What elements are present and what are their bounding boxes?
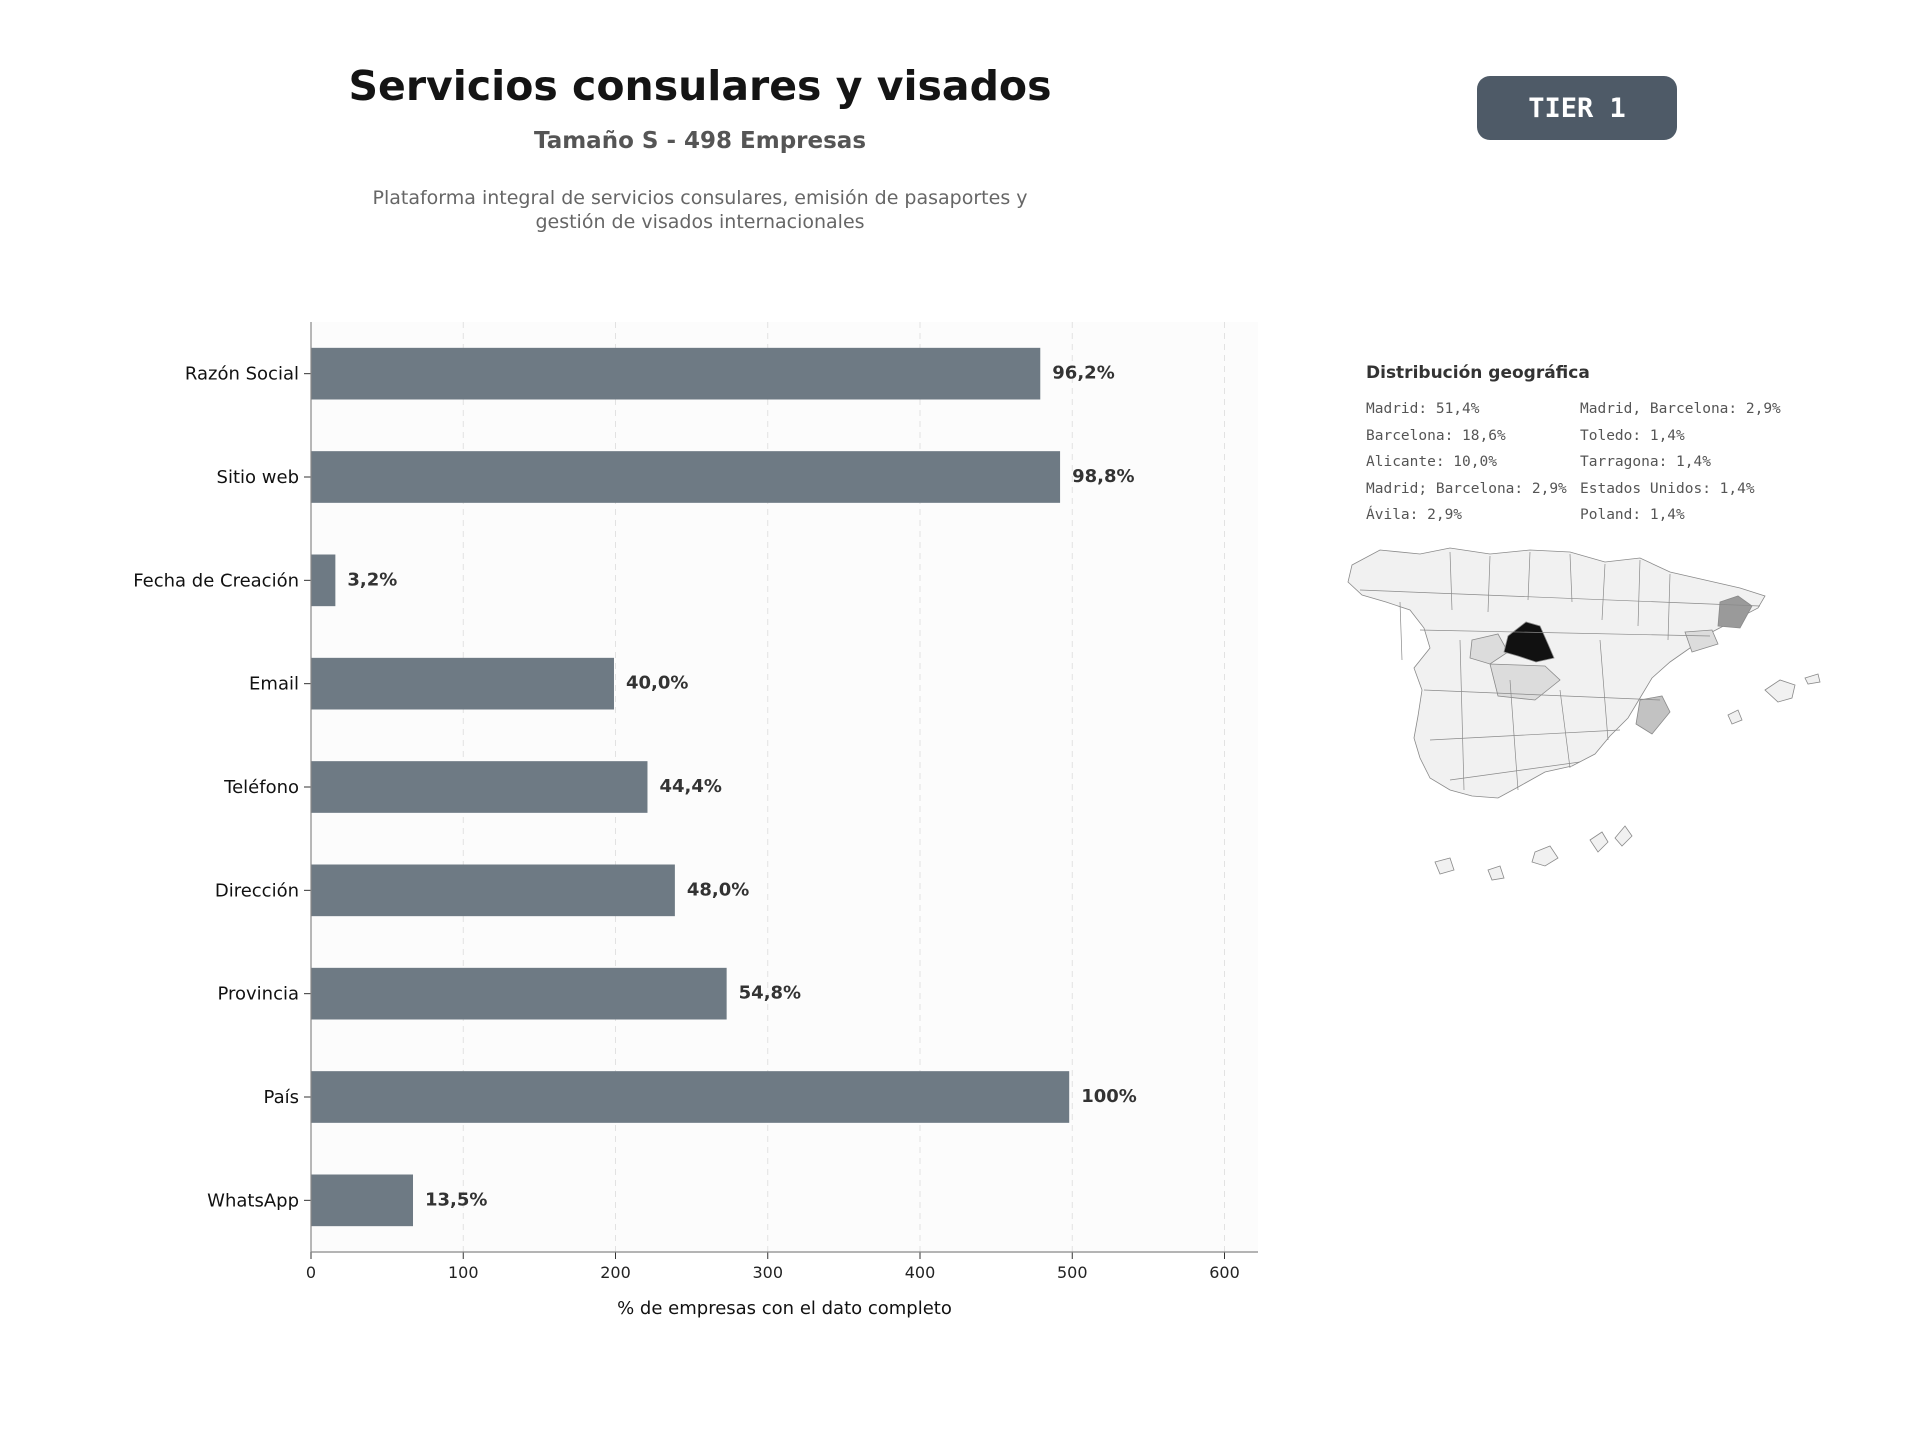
category-label: País: [264, 1087, 299, 1108]
x-tick-label: 200: [600, 1263, 631, 1282]
map-canary-2: [1487, 865, 1505, 881]
map-canary-5: [1614, 825, 1633, 847]
category-label: Razón Social: [185, 364, 299, 385]
description-line-2: gestión de visados internacionales: [535, 211, 865, 233]
geo-item: Toledo: 1,4%: [1580, 427, 1685, 444]
map-region-barcelona: [1717, 595, 1753, 629]
map-mainland: [1347, 547, 1766, 799]
x-tick-label: 600: [1209, 1263, 1240, 1282]
geo-distribution-title: Distribución geográfica: [1366, 363, 1590, 383]
category-label: Email: [249, 674, 299, 695]
bar: [311, 864, 675, 917]
geo-list-right: Madrid, Barcelona: 2,9% Toledo: 1,4% Tar…: [1580, 400, 1781, 533]
map-region-avila: [1469, 633, 1509, 665]
x-tick-label: 300: [752, 1263, 783, 1282]
data-label: 96,2%: [1052, 363, 1114, 384]
category-label: Sitio web: [217, 467, 299, 488]
geo-item: Ávila: 2,9%: [1366, 507, 1463, 523]
category-label: Teléfono: [223, 777, 299, 798]
geo-item: Madrid; Barcelona: 2,9%: [1366, 480, 1567, 497]
bar: [311, 761, 648, 813]
x-tick-label: 100: [448, 1263, 479, 1282]
map-canary-4: [1589, 831, 1609, 853]
page-subtitle: Tamaño S - 498 Empresas: [533, 128, 867, 154]
category-label: Provincia: [217, 984, 299, 1005]
map-canary-3: [1531, 845, 1559, 867]
bar: [311, 554, 336, 607]
map-region-toledo: [1489, 663, 1561, 701]
map-canary-1: [1434, 857, 1455, 875]
geo-item: Madrid, Barcelona: 2,9%: [1580, 401, 1781, 417]
bar: [311, 451, 1061, 503]
data-label: 3,2%: [347, 569, 397, 590]
map-region-tarragona: [1684, 629, 1719, 653]
bar: [311, 1174, 414, 1227]
page-title: Servicios consulares y visados: [348, 62, 1052, 110]
spain-province-map: [1347, 547, 1821, 881]
x-tick-label: 0: [306, 1263, 316, 1282]
geo-item: Tarragona: 1,4%: [1580, 454, 1711, 470]
x-tick-label: 500: [1057, 1263, 1088, 1282]
category-label: WhatsApp: [207, 1190, 299, 1211]
data-label: 48,0%: [687, 879, 749, 900]
geo-item: Alicante: 10,0%: [1366, 454, 1497, 470]
data-label: 54,8%: [739, 983, 801, 1004]
map-border-line: [1359, 589, 1761, 781]
map-balearic-mallorca: [1764, 679, 1796, 703]
map-border-line: [1459, 639, 1609, 791]
geo-item: Estados Unidos: 1,4%: [1580, 480, 1755, 497]
bar: [311, 347, 1041, 400]
data-label: 100%: [1081, 1086, 1137, 1107]
bar: [311, 1071, 1070, 1123]
map-balearic-menorca: [1804, 673, 1821, 685]
bar: [311, 967, 727, 1020]
data-label: 44,4%: [659, 776, 721, 797]
data-label: 13,5%: [425, 1189, 487, 1210]
x-tick-label: 400: [905, 1263, 936, 1282]
geo-item: Madrid: 51,4%: [1366, 401, 1480, 417]
bar: [311, 657, 614, 710]
geo-item: Barcelona: 18,6%: [1366, 427, 1506, 444]
geo-list-left: Madrid: 51,4% Barcelona: 18,6% Alicante:…: [1366, 400, 1567, 533]
data-label: 98,8%: [1072, 466, 1134, 487]
map-border-line: [1399, 551, 1671, 661]
map-balearic-ibiza: [1727, 709, 1743, 725]
map-provinces: [1347, 547, 1821, 881]
category-label: Fecha de Creación: [133, 570, 299, 591]
map-province-borders: [1359, 551, 1761, 791]
description-line-1: Plataforma integral de servicios consula…: [372, 187, 1028, 209]
tier-badge: TIER 1: [1477, 76, 1677, 140]
category-label: Dirección: [215, 880, 299, 901]
data-label: 40,0%: [626, 673, 688, 694]
x-axis-label: % de empresas con el dato completo: [617, 1298, 952, 1319]
page-description: Plataforma integral de servicios consula…: [300, 186, 1100, 234]
geo-item: Poland: 1,4%: [1580, 507, 1685, 523]
map-region-alicante: [1635, 695, 1671, 735]
